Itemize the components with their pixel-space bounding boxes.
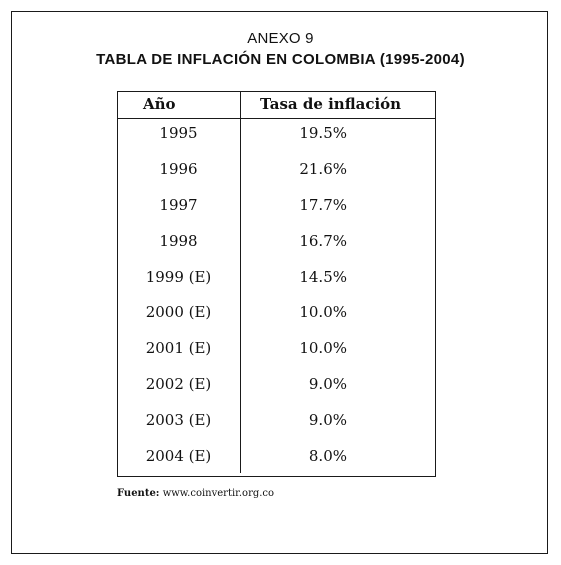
header-rule	[117, 118, 436, 119]
year-cell: 2004 (E)	[145, 447, 212, 466]
rate-cell: 16.7%	[299, 231, 347, 250]
year-cell: 2003 (E)	[145, 411, 212, 430]
rate-cell: 19.5%	[299, 124, 347, 142]
rate-cell: 9.0%	[308, 375, 347, 394]
year-cell: 2002 (E)	[145, 375, 212, 394]
table-row: 2000 (E) 10.0%	[117, 299, 436, 335]
rate-cell: 9.0%	[308, 411, 347, 430]
source-url: www.coinvertir.org.co	[162, 488, 275, 499]
table-row: 2003 (E) 9.0%	[117, 407, 436, 443]
page-title: TABLA DE INFLACIÓN EN COLOMBIA (1995-200…	[96, 51, 465, 68]
year-cell: 2000 (E)	[145, 303, 212, 322]
rate-cell: 21.6%	[299, 159, 347, 178]
annex-label: ANEXO 9	[247, 30, 314, 47]
year-cell: 1996	[159, 159, 198, 178]
column-header-year: Año	[143, 95, 176, 113]
year-cell: 2001 (E)	[145, 339, 212, 358]
year-cell: 1998	[159, 231, 198, 250]
inflation-table	[117, 91, 436, 477]
rate-cell: 14.5%	[299, 267, 347, 286]
year-cell: 1999 (E)	[145, 267, 212, 286]
rate-cell: 10.0%	[299, 339, 347, 358]
page-frame	[11, 11, 548, 554]
table-row: 2002 (E) 9.0%	[117, 371, 436, 407]
source-note: Fuente: www.coinvertir.org.co	[117, 488, 274, 499]
year-cell: 1995	[159, 124, 198, 142]
rate-cell: 8.0%	[308, 447, 347, 466]
table-row: 2004 (E) 8.0%	[117, 443, 436, 479]
table-row: 1996 21.6%	[117, 156, 436, 192]
table-row: 1995 19.5%	[117, 120, 436, 156]
rate-cell: 17.7%	[299, 195, 347, 214]
table-row: 2001 (E) 10.0%	[117, 335, 436, 371]
table-row: 1997 17.7%	[117, 192, 436, 228]
column-divider	[240, 91, 241, 473]
table-body: 1995 19.5% 1996 21.6% 1997 17.7% 1998 16…	[117, 120, 436, 479]
year-cell: 1997	[159, 195, 198, 214]
rate-cell: 10.0%	[299, 303, 347, 322]
source-label: Fuente:	[117, 488, 160, 499]
column-header-rate: Tasa de inflación	[260, 95, 402, 113]
table-row: 1999 (E) 14.5%	[117, 264, 436, 300]
table-row: 1998 16.7%	[117, 228, 436, 264]
